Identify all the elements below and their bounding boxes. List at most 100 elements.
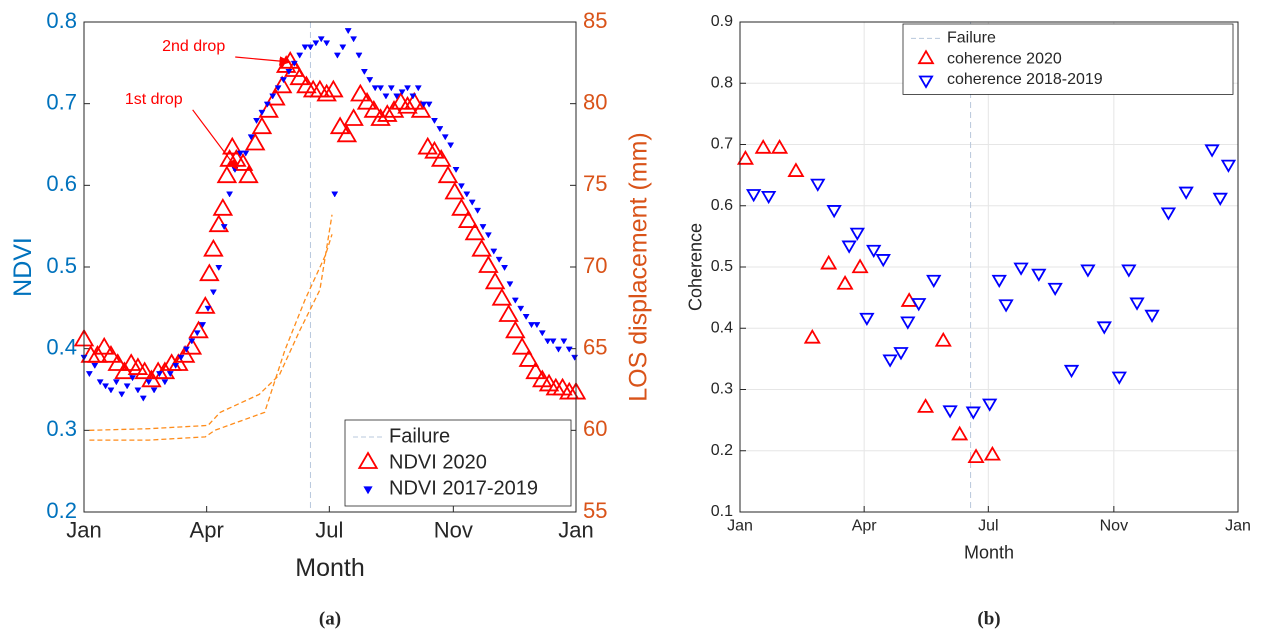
point — [533, 322, 541, 329]
point — [436, 126, 444, 133]
point — [199, 263, 220, 282]
point — [181, 336, 203, 355]
x-tick-label: Nov — [434, 518, 473, 543]
legend-marker — [918, 75, 934, 89]
y-axis-label: Coherence — [686, 223, 706, 311]
x-tick-label: Jul — [315, 518, 343, 543]
point — [917, 398, 935, 413]
point — [511, 336, 533, 355]
point — [474, 207, 482, 214]
los-line — [89, 234, 333, 441]
point — [457, 210, 479, 228]
point — [1212, 192, 1228, 206]
point — [403, 91, 425, 110]
point — [420, 101, 428, 108]
point — [525, 361, 546, 380]
x-tick-label: Nov — [1100, 518, 1128, 535]
point — [285, 69, 293, 75]
point — [517, 305, 525, 312]
point — [100, 345, 122, 363]
y2-tick-label: 75 — [583, 171, 607, 196]
point — [820, 254, 838, 270]
point — [991, 274, 1007, 289]
point — [495, 256, 503, 263]
point — [900, 316, 916, 330]
y-tick-label: 0.5 — [46, 253, 77, 278]
y2-tick-label: 70 — [583, 253, 607, 278]
point — [826, 205, 842, 219]
point — [343, 108, 364, 126]
axes-box — [739, 21, 1239, 513]
point — [366, 77, 374, 84]
y-tick-label: 0.8 — [46, 8, 77, 33]
point — [204, 305, 212, 312]
y-axis-label: NDVI — [9, 237, 37, 297]
point — [437, 165, 459, 184]
point — [112, 379, 120, 386]
y-tick-label: 0.4 — [711, 319, 733, 336]
point — [424, 140, 445, 159]
point — [447, 142, 455, 149]
point — [1047, 282, 1063, 297]
point — [841, 240, 857, 254]
point — [387, 85, 395, 92]
y-tick-label: 0.3 — [46, 416, 77, 441]
y2-tick-label: 80 — [583, 89, 607, 114]
point — [866, 244, 882, 259]
y-tick-label: 0.6 — [711, 197, 733, 214]
point — [1080, 264, 1096, 278]
point — [222, 136, 243, 155]
point — [274, 85, 282, 92]
point — [998, 299, 1014, 313]
legend-marker — [363, 486, 373, 495]
point — [983, 445, 1001, 461]
point — [371, 85, 379, 92]
point — [490, 248, 498, 255]
legend-marker — [357, 451, 379, 469]
point — [102, 383, 110, 390]
point — [967, 448, 985, 463]
point — [377, 85, 385, 92]
point — [296, 52, 304, 59]
point — [107, 387, 115, 394]
y-tick-label: 0.4 — [46, 334, 77, 359]
point — [290, 60, 298, 67]
point — [355, 52, 363, 59]
point — [410, 100, 432, 118]
point — [441, 134, 449, 141]
point — [926, 274, 942, 289]
point — [216, 165, 238, 184]
point — [554, 346, 562, 353]
point — [982, 398, 998, 412]
point — [118, 391, 126, 398]
point — [265, 87, 286, 106]
point — [457, 183, 465, 190]
point — [506, 281, 514, 288]
point — [93, 336, 115, 355]
point — [331, 191, 339, 198]
point — [484, 232, 492, 239]
point — [316, 83, 337, 102]
point — [238, 165, 259, 184]
point — [156, 371, 163, 378]
y-tick-label: 0.2 — [711, 442, 733, 459]
y2-tick-label: 85 — [583, 8, 607, 33]
point — [91, 363, 99, 369]
caption: (b) — [977, 608, 1000, 629]
point — [754, 138, 772, 154]
point — [528, 322, 535, 329]
point — [1160, 207, 1177, 221]
x-tick-label: Apr — [852, 518, 878, 535]
point — [129, 375, 137, 382]
point — [1111, 371, 1127, 385]
point — [1144, 309, 1160, 323]
point — [139, 395, 147, 402]
point — [195, 296, 216, 314]
point — [377, 104, 398, 122]
point — [893, 347, 909, 361]
x-tick-label: Jan — [1225, 518, 1251, 535]
point — [182, 346, 190, 353]
point — [336, 124, 358, 143]
point — [236, 150, 244, 157]
